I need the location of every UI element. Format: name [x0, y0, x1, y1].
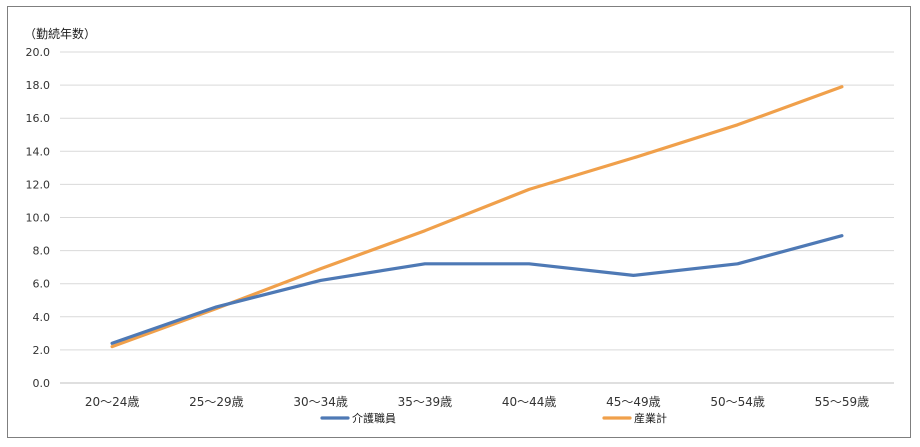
x-tick-label: 40～44歳 [502, 395, 557, 409]
series-line-care-workers [110, 234, 844, 345]
series-line-all-industries [110, 85, 844, 349]
y-axis-label: （勤続年数） [24, 26, 96, 41]
y-tick-label: 14.0 [26, 145, 51, 158]
series-lines [110, 85, 844, 349]
x-tick-label: 35～39歳 [398, 395, 453, 409]
y-tick-label: 4.0 [33, 311, 51, 324]
x-tick-label: 45～49歳 [606, 395, 661, 409]
y-tick-label: 16.0 [26, 112, 51, 125]
y-tick-label: 10.0 [26, 212, 51, 225]
legend-label: 産業計 [634, 411, 667, 425]
x-tick-labels: 20～24歳 25～29歳 30～34歳 35～39歳 40～44歳 45～49歳 50～5… [85, 395, 869, 409]
y-tick-label: 18.0 [26, 79, 51, 92]
legend: 介護職員 産業計 [320, 411, 667, 425]
y-tick-labels: 0.0 2.0 4.0 6.0 8.0 10.0 12.0 14.0 16.0 18.0 20.0 [26, 46, 51, 390]
x-tick-label: 25～29歳 [189, 395, 244, 409]
x-tick-label: 55～59歳 [815, 395, 870, 409]
legend-label: 介護職員 [352, 411, 396, 425]
y-tick-label: 20.0 [26, 46, 51, 59]
y-tick-label: 2.0 [33, 344, 51, 357]
y-tick-label: 6.0 [33, 278, 51, 291]
x-tick-label: 50～54歳 [710, 395, 765, 409]
chart-frame [7, 6, 911, 438]
y-tick-label: 12.0 [26, 178, 51, 191]
gridlines [60, 51, 894, 384]
y-tick-label: 8.0 [33, 245, 51, 258]
y-tick-label: 0.0 [33, 377, 51, 390]
x-tick-label: 20～24歳 [85, 395, 140, 409]
x-tick-label: 30～34歳 [293, 395, 348, 409]
